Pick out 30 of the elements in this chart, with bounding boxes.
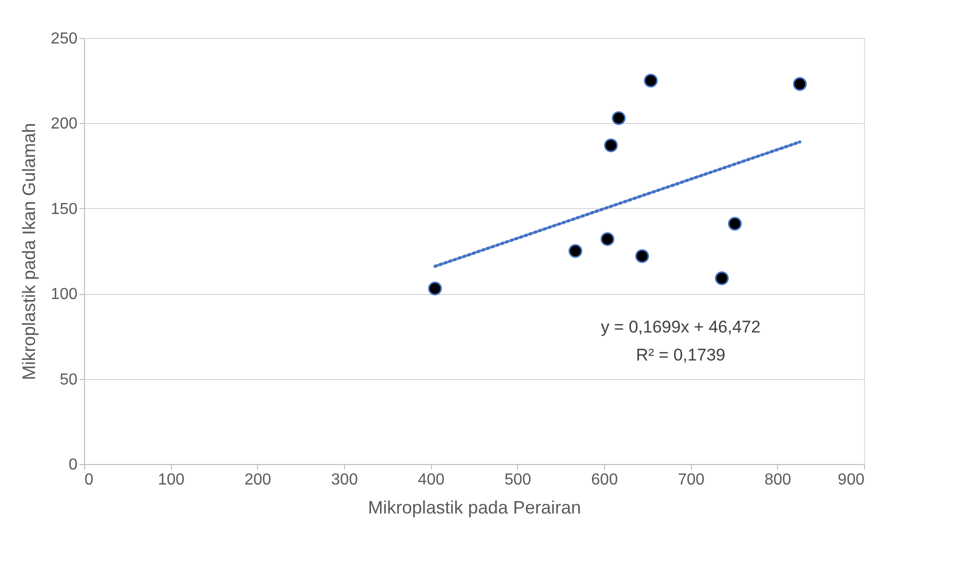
- point: [428, 282, 442, 296]
- point: [612, 111, 626, 125]
- x-tick-label: 0: [84, 472, 94, 488]
- y-tick-label: 250: [50, 30, 78, 48]
- x-tick-label: 500: [504, 472, 532, 488]
- y-tick-label: 150: [50, 200, 78, 218]
- x-tick-label: 800: [764, 472, 792, 488]
- y-tick-label: 100: [50, 286, 78, 304]
- point: [604, 138, 618, 152]
- x-tick-label: 200: [244, 472, 272, 488]
- point: [792, 77, 807, 91]
- x-tick-label: 700: [678, 472, 705, 488]
- point: [600, 232, 614, 246]
- y-tick-label: 0: [68, 456, 78, 474]
- point: [728, 216, 742, 231]
- annotation: R² = 0,1739: [636, 346, 726, 365]
- point: [714, 271, 729, 286]
- point: [568, 244, 582, 258]
- annotation: y = 0,1699x + 46,472: [600, 318, 761, 337]
- x-tick-label: 100: [158, 472, 185, 488]
- x-tick-label: 600: [591, 472, 618, 488]
- x-tick-label: 900: [838, 472, 865, 488]
- x-axis-title: Mikroplastik pada Perairan: [368, 498, 582, 518]
- point: [635, 249, 650, 263]
- y-axis-title: Mikroplastik pada Ikan Gulamah: [18, 122, 39, 380]
- x-tick-label: 300: [331, 472, 358, 488]
- y-tick-label: 200: [50, 116, 78, 133]
- y-tick-label: 50: [60, 371, 78, 388]
- point: [644, 74, 658, 88]
- x-tick-label: 400: [418, 472, 445, 488]
